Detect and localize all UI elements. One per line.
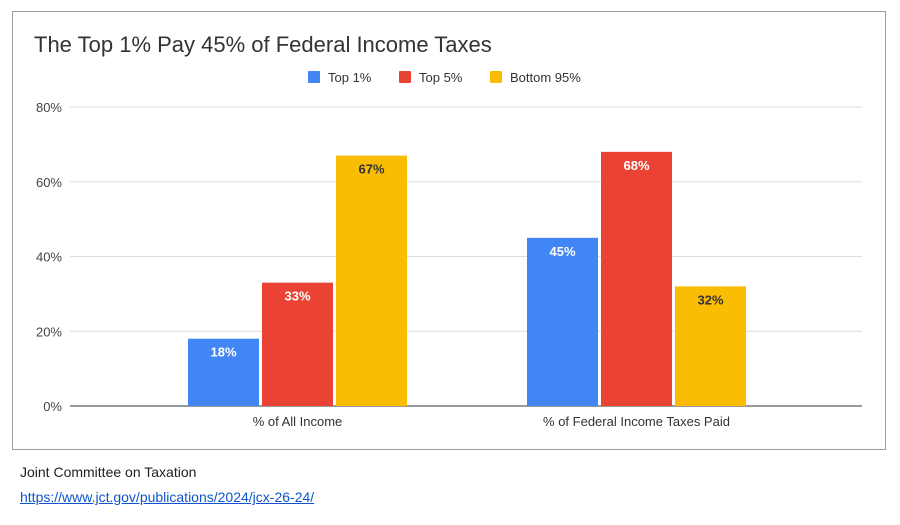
bar bbox=[601, 151, 672, 406]
data-label: 68% bbox=[623, 158, 649, 173]
source-name: Joint Committee on Taxation bbox=[20, 464, 197, 480]
x-tick-label: % of All Income bbox=[253, 414, 343, 429]
y-tick-label: 20% bbox=[36, 324, 62, 339]
chart-title: The Top 1% Pay 45% of Federal Income Tax… bbox=[34, 32, 492, 57]
bar bbox=[188, 338, 259, 406]
legend-swatch bbox=[399, 71, 411, 83]
data-label: 33% bbox=[284, 289, 310, 304]
source-link[interactable]: https://www.jct.gov/publications/2024/jc… bbox=[20, 489, 315, 505]
y-tick-label: 80% bbox=[36, 100, 62, 115]
y-tick-label: 60% bbox=[36, 175, 62, 190]
chart-container bbox=[12, 11, 886, 450]
bar bbox=[262, 282, 333, 406]
bar bbox=[336, 155, 407, 406]
data-label: 45% bbox=[549, 244, 575, 259]
data-label: 32% bbox=[697, 292, 723, 307]
y-tick-label: 40% bbox=[36, 250, 62, 265]
bar bbox=[527, 237, 598, 406]
y-tick-label: 0% bbox=[43, 399, 62, 414]
legend-label: Bottom 95% bbox=[510, 70, 581, 85]
x-tick-label: % of Federal Income Taxes Paid bbox=[543, 414, 730, 429]
legend-swatch bbox=[490, 71, 502, 83]
bar bbox=[675, 286, 746, 406]
data-label: 67% bbox=[358, 162, 384, 177]
data-label: 18% bbox=[210, 345, 236, 360]
legend-label: Top 1% bbox=[328, 70, 372, 85]
legend-label: Top 5% bbox=[419, 70, 463, 85]
legend-swatch bbox=[308, 71, 320, 83]
